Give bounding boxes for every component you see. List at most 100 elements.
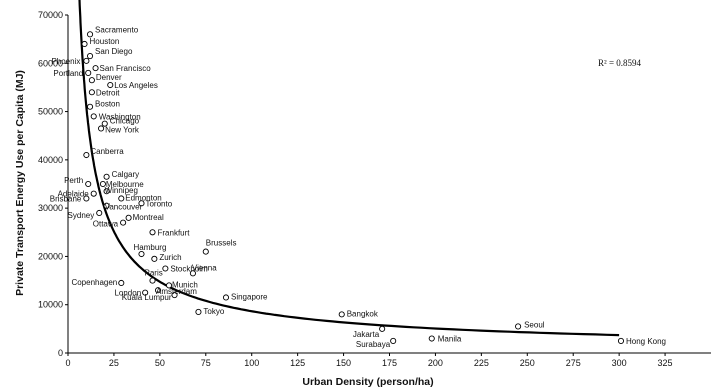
point-label: Phoenix <box>51 57 80 66</box>
point-label: Houston <box>90 37 120 46</box>
data-point <box>96 209 103 217</box>
point-label: Edmonton <box>125 193 161 202</box>
point-label: Frankfurt <box>158 228 191 237</box>
point-label: Los Angeles <box>114 81 158 90</box>
point-label: Bangkok <box>347 309 379 318</box>
point-label: Calgary <box>112 170 140 179</box>
data-point <box>138 250 145 258</box>
point-label: Vancouver <box>105 203 143 212</box>
data-point <box>85 180 92 188</box>
point-label: Vienna <box>192 263 217 272</box>
data-point <box>88 77 95 84</box>
data-point <box>103 202 110 209</box>
trendline <box>78 0 620 337</box>
axes: 0 25 50 75 100 125 150 175 200 225 250 275 300 325 0 10… <box>38 10 711 368</box>
data-point <box>120 219 127 226</box>
data-point <box>99 180 106 188</box>
data-point <box>222 294 230 301</box>
data-point <box>103 188 110 195</box>
data-point <box>515 323 522 330</box>
point-label: Perth <box>64 176 83 185</box>
point-label: Denver <box>96 73 122 82</box>
point-label: Toronto <box>145 199 172 208</box>
point-label: Detroit <box>96 88 120 97</box>
y-tick-label: 20000 <box>38 251 63 261</box>
y-tick-label: 60000 <box>38 58 63 68</box>
y-tick-label: 10000 <box>38 300 63 310</box>
point-label: Manila <box>438 335 462 344</box>
data-point <box>165 282 173 289</box>
data-point <box>81 40 88 48</box>
data-point <box>202 248 209 255</box>
data-point <box>86 103 94 110</box>
y-tick-label: 0 <box>58 348 63 358</box>
point-label: New York <box>105 125 140 134</box>
x-tick-label: 175 <box>382 358 397 368</box>
x-tick-label: 25 <box>109 358 119 368</box>
data-point <box>118 279 125 287</box>
x-tick-label: 250 <box>520 358 535 368</box>
point-label: Munich <box>172 280 198 289</box>
x-tick-label: 200 <box>428 358 443 368</box>
point-label: Canberra <box>90 147 124 156</box>
point-label: Hong Kong <box>626 337 666 346</box>
data-point <box>103 173 110 180</box>
x-axis-title: Urban Density (person/ha) <box>302 376 433 388</box>
data-point <box>379 325 386 332</box>
y-tick-label: 40000 <box>38 155 63 165</box>
point-label: Stockholm <box>170 265 208 274</box>
point-label: Zurich <box>159 253 181 262</box>
point-label: Brussels <box>206 239 237 248</box>
point-label: Seoul <box>524 320 545 329</box>
x-tick-label: 275 <box>566 358 581 368</box>
x-tick-label: 150 <box>336 358 351 368</box>
data-point <box>428 335 435 342</box>
point-label: Tokyo <box>203 307 224 316</box>
data-point <box>142 289 149 296</box>
data-point <box>149 277 156 284</box>
x-tick-label: 300 <box>612 358 627 368</box>
data-point <box>88 89 95 96</box>
x-tick-label: 75 <box>201 358 211 368</box>
point-label: Brisbane <box>50 194 82 203</box>
x-tick-label: 100 <box>244 358 259 368</box>
point-label: Sacramento <box>95 25 139 34</box>
data-point <box>86 31 94 38</box>
data-point <box>107 81 114 89</box>
point-label: Kuala Lumpur <box>122 293 172 302</box>
point-label: Surabaya <box>356 340 391 349</box>
point-label: Copenhagen <box>71 278 117 287</box>
data-point <box>195 308 202 316</box>
r-squared-annotation: R² = 0.8594 <box>598 58 642 68</box>
data-point <box>98 125 105 132</box>
data-point <box>390 337 397 344</box>
data-point <box>90 113 97 120</box>
data-point <box>189 270 196 277</box>
data-point <box>617 337 625 344</box>
data-points <box>81 31 625 344</box>
data-point <box>125 214 132 221</box>
point-label: Sydney <box>68 211 95 220</box>
data-point <box>90 190 97 197</box>
data-point <box>138 200 145 207</box>
data-point <box>154 287 162 294</box>
data-point <box>162 265 169 272</box>
point-label: Singapore <box>231 292 268 301</box>
point-label: San Diego <box>95 47 133 56</box>
x-tick-label: 125 <box>290 358 305 368</box>
data-point <box>83 195 90 202</box>
point-label: Ottawa <box>93 220 119 229</box>
point-label: Adelaide <box>58 190 90 199</box>
data-point <box>83 57 90 64</box>
data-point <box>338 311 345 318</box>
y-tick-label: 50000 <box>38 107 63 117</box>
point-label: Melbourne <box>106 180 144 189</box>
data-point <box>101 120 108 127</box>
point-label: Chicago <box>110 117 140 126</box>
x-tick-label: 0 <box>65 358 70 368</box>
point-label: Jakarta <box>353 330 380 339</box>
data-point <box>118 195 125 202</box>
data-point <box>149 229 156 236</box>
